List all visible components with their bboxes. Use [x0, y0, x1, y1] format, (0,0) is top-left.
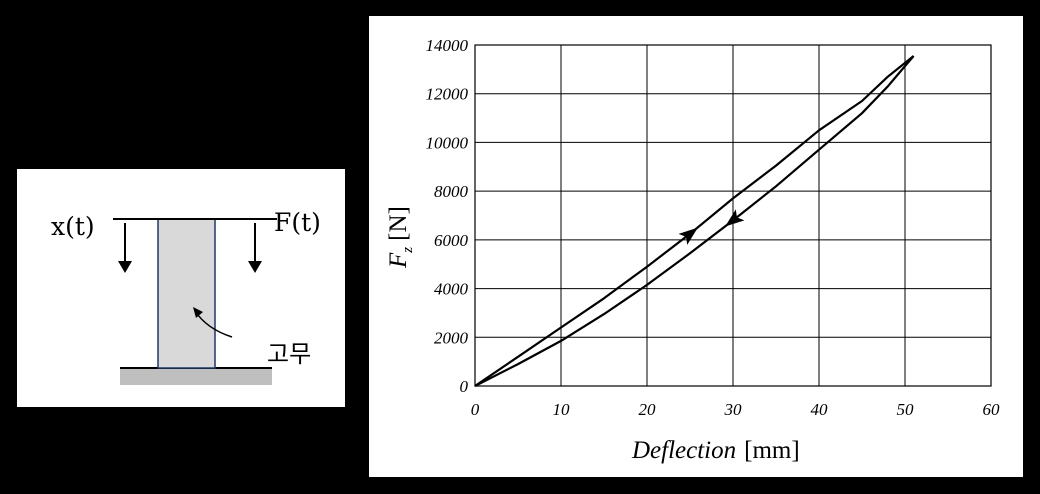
- y-tick-label: 12000: [426, 85, 469, 104]
- unloading-curve: [474, 55, 915, 387]
- displacement-arrow-head: [118, 261, 132, 273]
- hysteresis-chart: 0 10 20 30 40 50 60 0 2000 4000 6000 8000 10000 12000…: [385, 36, 1001, 464]
- unloading-direction-arrow: [725, 209, 745, 227]
- y-axis-label-name: F: [385, 252, 412, 269]
- y-axis-label-unit: [N]: [385, 206, 412, 241]
- arrow-head: [725, 209, 745, 227]
- chart-panel: 0 10 20 30 40 50 60 0 2000 4000 6000 8000 10000 12000…: [369, 16, 1023, 477]
- material-pointer-head: [193, 307, 203, 318]
- y-tick-label: 2000: [434, 328, 469, 347]
- x-tick-label: 0: [471, 400, 480, 419]
- rubber-block: [157, 218, 216, 369]
- plot-frame: [474, 44, 992, 387]
- force-arrow-head: [248, 261, 262, 273]
- loading-curve: [474, 55, 915, 387]
- y-axis-label: Fz [N]: [385, 206, 416, 269]
- schematic-diagram: x(t) F(t) 고무: [51, 208, 321, 385]
- schematic-panel: x(t) F(t) 고무: [17, 169, 345, 407]
- y-tick-label: 14000: [426, 36, 469, 55]
- curves: [474, 55, 915, 387]
- y-tick-label: 4000: [434, 280, 469, 299]
- direction-arrows: [678, 209, 745, 245]
- y-tick-label: 0: [460, 377, 469, 396]
- x-tick-label: 30: [724, 400, 743, 419]
- material-label: 고무: [267, 340, 311, 368]
- ground-base: [120, 368, 272, 385]
- y-tick-label: 6000: [434, 231, 469, 250]
- displacement-label: x(t): [51, 212, 95, 241]
- x-tick-label: 20: [639, 400, 657, 419]
- x-axis-label: Deflection [mm]: [631, 437, 800, 464]
- x-tick-label: 60: [983, 400, 1001, 419]
- grid: [474, 44, 992, 387]
- y-tick-label: 8000: [434, 182, 469, 201]
- force-label: F(t): [274, 208, 321, 237]
- tick-labels: 0 10 20 30 40 50 60 0 2000 4000 6000 8000 10000 12000…: [426, 36, 1001, 419]
- y-axis-label-subscript: z: [400, 247, 416, 254]
- y-axis-label-group: Fz [N]: [385, 206, 416, 269]
- x-axis-label-unit: [mm]: [744, 437, 800, 464]
- x-tick-label: 40: [811, 400, 829, 419]
- y-tick-label: 10000: [426, 133, 469, 152]
- x-tick-label: 50: [897, 400, 915, 419]
- x-axis-label-name: Deflection: [631, 437, 736, 464]
- loading-direction-arrow: [678, 227, 698, 245]
- x-tick-label: 10: [553, 400, 571, 419]
- arrow-head: [678, 227, 698, 245]
